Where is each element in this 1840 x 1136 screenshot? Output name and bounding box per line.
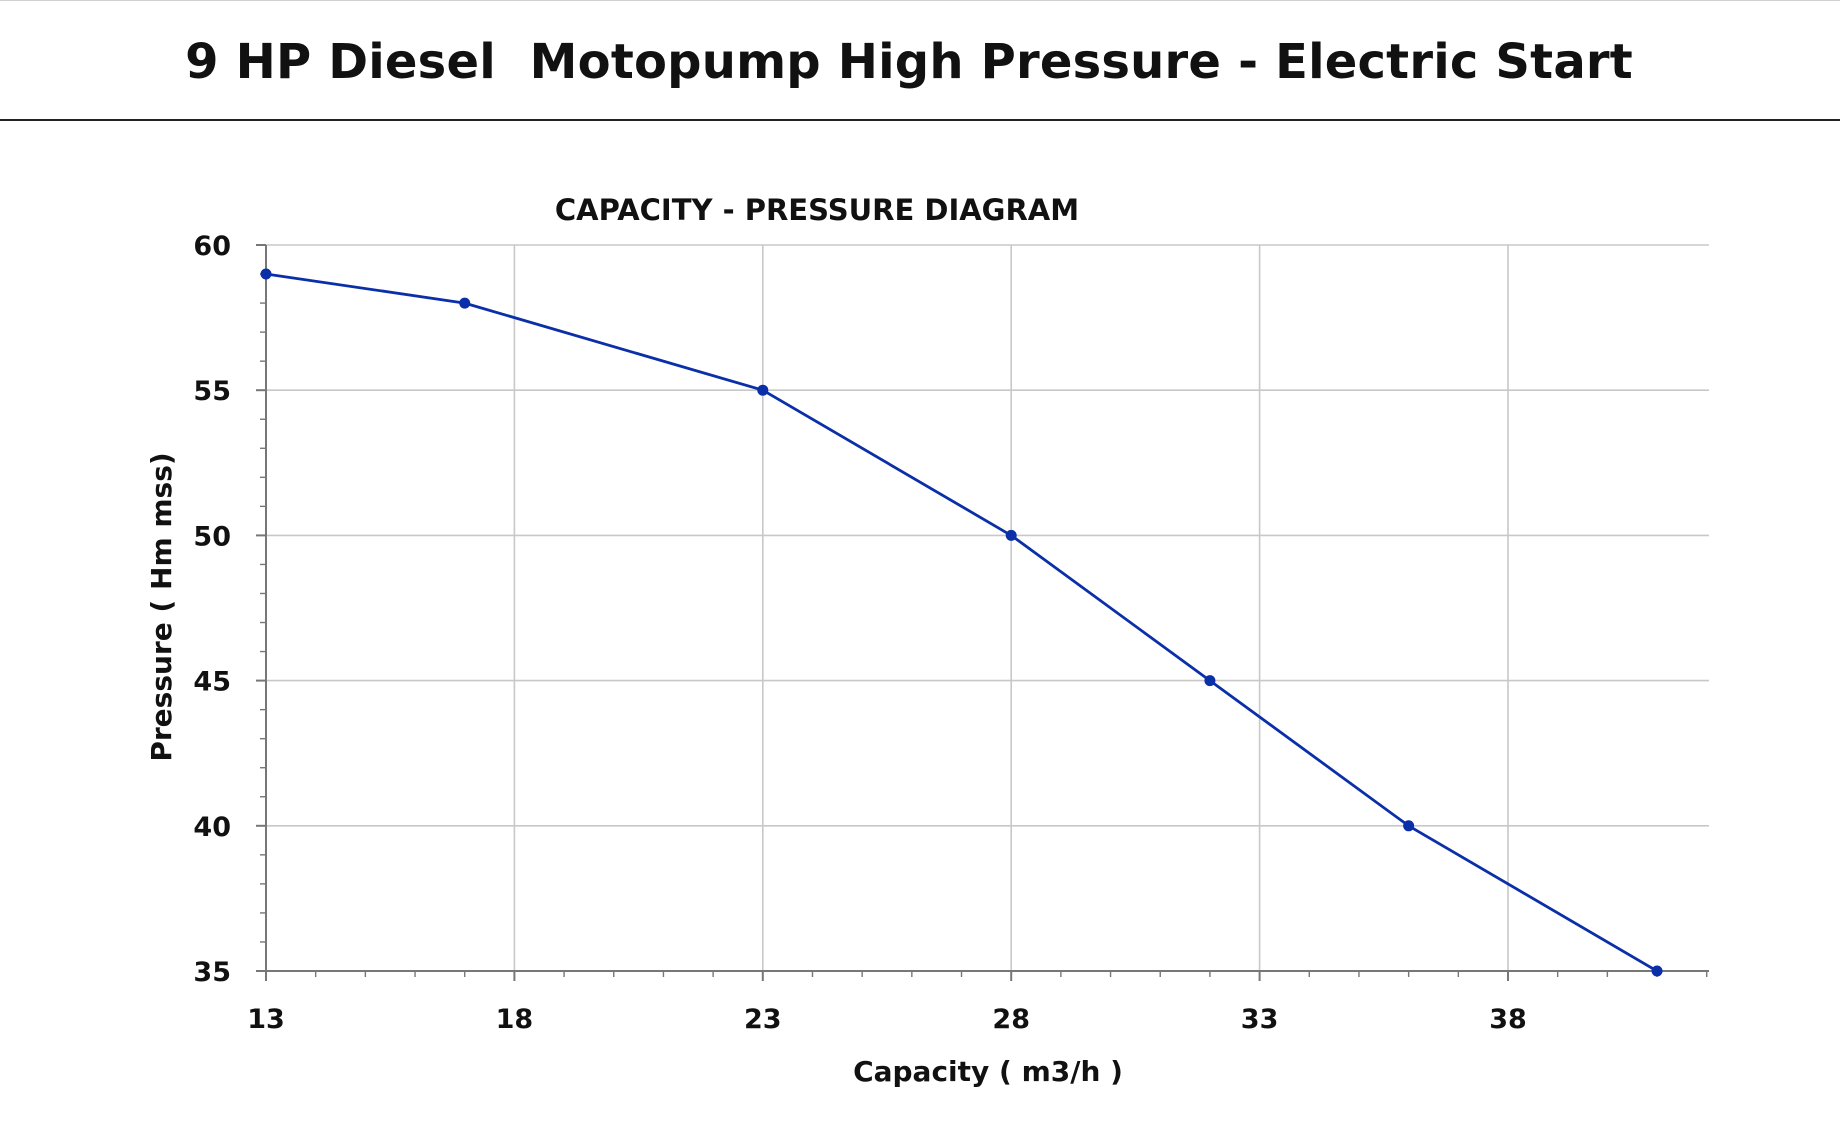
data-point — [1651, 965, 1663, 977]
axes — [256, 244, 1709, 981]
x-tick-label: 38 — [1489, 1004, 1527, 1035]
chart-title: CAPACITY - PRESSURE DIAGRAM — [555, 193, 1079, 227]
x-tick-label: 18 — [496, 1004, 534, 1035]
data-point — [757, 384, 769, 396]
x-tick-labels: 13 18 23 28 33 38 — [247, 1004, 1527, 1035]
header-top-divider — [0, 0, 1840, 1]
x-axis-label: Capacity ( m3/h ) — [853, 1055, 1123, 1088]
x-tick-label: 28 — [992, 1004, 1030, 1035]
x-tick-label: 13 — [247, 1004, 285, 1035]
data-point — [1204, 675, 1216, 687]
series-line — [265, 272, 1658, 973]
x-tick-label: 23 — [744, 1004, 782, 1035]
y-tick-labels: 35 40 45 50 55 60 — [193, 231, 231, 988]
y-tick-label: 40 — [193, 812, 231, 843]
y-tick-label: 50 — [193, 521, 231, 552]
y-tick-label: 35 — [193, 957, 231, 988]
data-point — [1403, 820, 1415, 832]
data-point — [1005, 529, 1017, 541]
y-tick-label: 45 — [193, 667, 231, 698]
grid-lines — [266, 244, 1709, 971]
y-axis-label: Pressure ( Hm mss) — [145, 452, 178, 761]
x-tick-label: 33 — [1241, 1004, 1279, 1035]
series-layer — [260, 268, 1663, 977]
y-tick-label: 55 — [193, 376, 231, 407]
header-bar: 9 HP Diesel Motopump High Pressure - Ele… — [0, 0, 1840, 121]
y-tick-label: 60 — [193, 231, 231, 262]
data-point — [260, 268, 272, 280]
data-point — [459, 297, 471, 309]
page-title: 9 HP Diesel Motopump High Pressure - Ele… — [185, 34, 1633, 90]
